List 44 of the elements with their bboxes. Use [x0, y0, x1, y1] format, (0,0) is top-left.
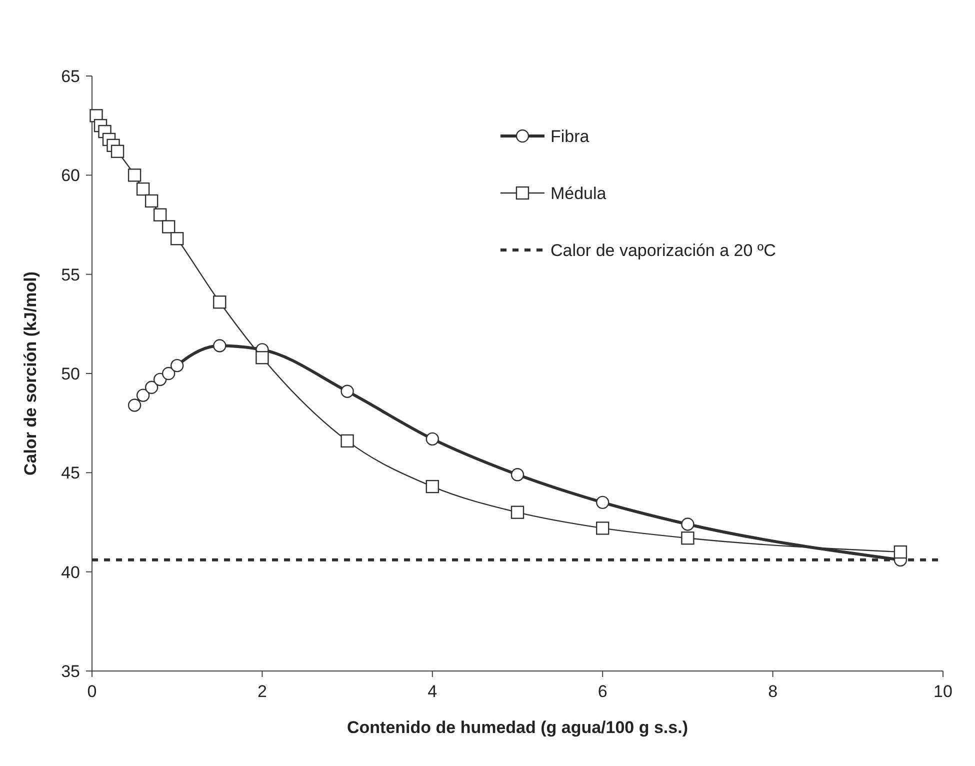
point	[162, 220, 176, 234]
legend-label: Médula	[550, 184, 607, 203]
point	[128, 398, 142, 412]
point	[213, 339, 226, 352]
point	[681, 518, 694, 531]
y-axis-title: Calor de sorción (kJ/mol)	[21, 271, 40, 476]
point	[596, 522, 610, 535]
x-axis-title: Contenido de humedad (g agua/100 g s.s.)	[347, 718, 688, 737]
point	[144, 380, 158, 394]
y-tick-label: 40	[61, 562, 80, 582]
legend-label: Fibra	[550, 126, 590, 146]
point	[162, 366, 176, 380]
y-tick-label: 45	[61, 464, 80, 483]
point	[340, 384, 354, 398]
y-tick-label: 50	[61, 364, 80, 384]
x-tick-label: 8	[768, 682, 778, 701]
point	[426, 480, 439, 494]
point	[136, 388, 150, 402]
point	[170, 358, 184, 372]
y-tick-label: 55	[61, 265, 80, 284]
point	[213, 296, 226, 309]
point	[128, 168, 142, 182]
point	[256, 351, 269, 364]
point	[426, 432, 439, 446]
point	[136, 182, 150, 196]
point	[596, 496, 610, 510]
point	[110, 144, 124, 158]
point	[510, 506, 524, 519]
point	[170, 232, 184, 246]
x-tick-label: 6	[598, 682, 608, 701]
legend-label: Calor de vaporización a 20 ºC	[550, 240, 776, 260]
y-tick-label: 65	[61, 66, 80, 86]
point	[340, 434, 354, 448]
y-tick-label: 35	[61, 662, 80, 681]
y-tick-label: 60	[61, 166, 80, 186]
point	[894, 545, 908, 559]
x-tick-label: 2	[257, 682, 267, 701]
x-tick-label: 10	[934, 682, 952, 701]
point	[510, 468, 524, 482]
point	[153, 208, 167, 222]
x-tick-label: 0	[87, 682, 97, 701]
x-tick-label: 4	[428, 682, 438, 701]
point	[144, 194, 158, 208]
point	[681, 532, 694, 545]
